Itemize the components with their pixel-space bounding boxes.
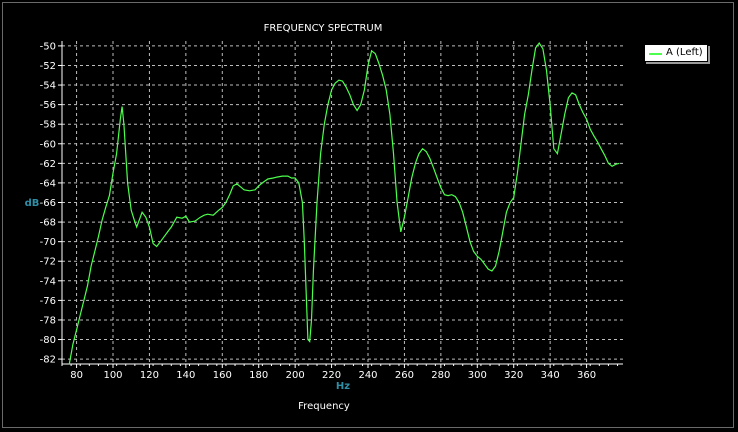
legend-swatch (649, 53, 662, 55)
x-tick-label: 140 (176, 370, 195, 381)
y-tick-label: -52 (40, 61, 56, 72)
x-tick-label: 320 (504, 370, 523, 381)
y-tick-label: -64 (40, 178, 56, 189)
y-tick-label: -72 (40, 257, 56, 268)
y-tick-label: -56 (40, 100, 56, 111)
x-tick-label: 300 (468, 370, 487, 381)
y-tick-labels: -50 -52 -54 -56 -58 -60 -62 -64 -66 -68 -70 -72 -74 -… (40, 41, 56, 365)
y-tick-label: -80 (40, 335, 56, 346)
axes (58, 41, 623, 368)
y-axis-label: dB (25, 198, 40, 209)
x-tick-label: 80 (70, 370, 83, 381)
x-tick-label: 220 (322, 370, 341, 381)
grid-lines (62, 41, 623, 364)
x-axis-unit-label: Hz (336, 381, 350, 392)
x-tick-label: 280 (431, 370, 450, 381)
y-tick-label: -60 (40, 139, 56, 150)
x-tick-label: 360 (577, 370, 596, 381)
y-tick-label: -78 (40, 315, 56, 326)
legend-label-a-left: A (Left) (666, 47, 703, 58)
x-tick-label: 260 (395, 370, 414, 381)
y-tick-label: -68 (40, 218, 56, 229)
y-tick-label: -82 (40, 355, 56, 366)
y-tick-label: -50 (40, 41, 56, 52)
y-tick-label: -66 (40, 198, 56, 209)
x-tick-label: 180 (249, 370, 268, 381)
y-tick-label: -54 (40, 81, 56, 92)
legend: A (Left) (644, 44, 708, 62)
y-tick-label: -58 (40, 120, 56, 131)
y-tick-label: -76 (40, 296, 56, 307)
x-tick-labels: 80 100 120 140 160 180 200 220 240 260 280 300 320 34… (70, 370, 596, 381)
x-tick-label: 120 (140, 370, 159, 381)
y-tick-label: -62 (40, 159, 56, 170)
series-line-a-left (68, 41, 620, 365)
y-tick-label: -74 (40, 276, 56, 287)
x-axis-label: Frequency (298, 401, 350, 412)
x-tick-label: 240 (358, 370, 377, 381)
y-tick-label: -70 (40, 237, 56, 248)
x-tick-label: 340 (541, 370, 560, 381)
x-tick-label: 200 (286, 370, 305, 381)
chart-title: FREQUENCY SPECTRUM (264, 23, 383, 34)
x-tick-label: 100 (103, 370, 122, 381)
x-tick-label: 160 (213, 370, 232, 381)
